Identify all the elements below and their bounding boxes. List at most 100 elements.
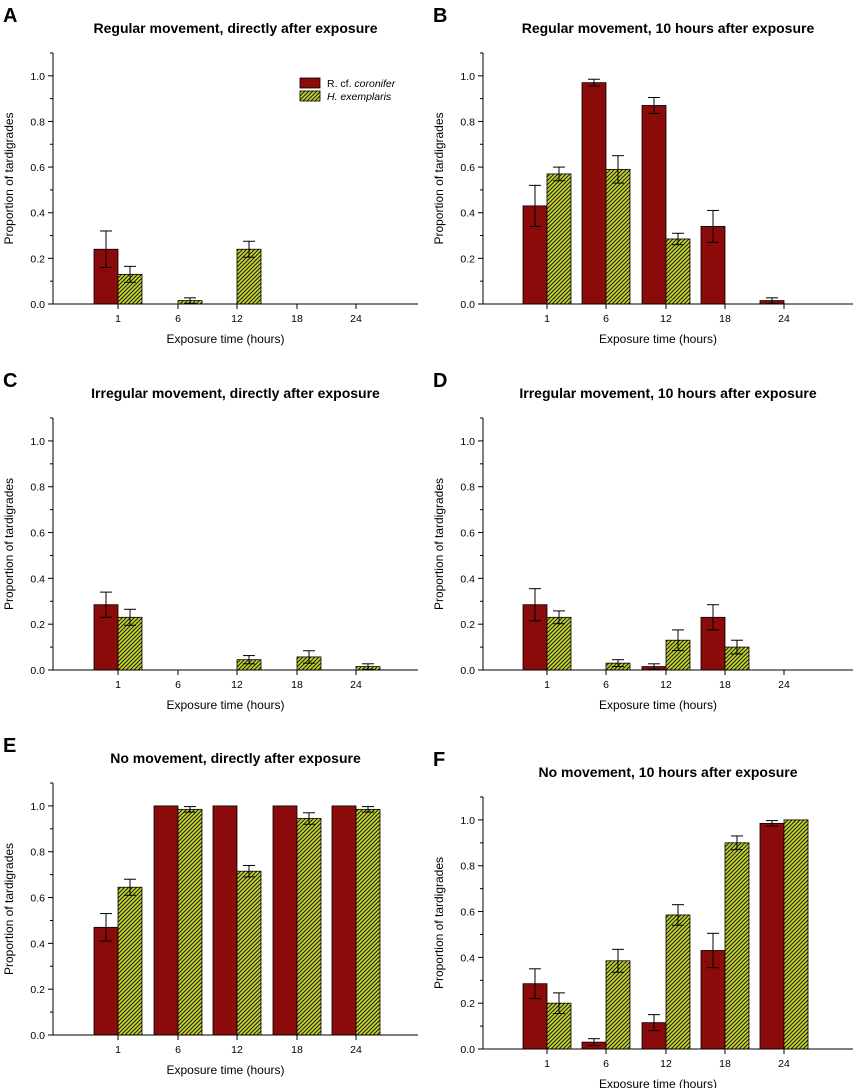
x-axis-label: Exposure time (hours) (166, 1063, 284, 1077)
y-tick-label: 0.6 (30, 893, 45, 905)
y-tick-label: 1.0 (460, 71, 475, 83)
y-tick-label: 0.6 (460, 162, 475, 174)
x-tick-label: 24 (778, 313, 790, 325)
y-tick-label: 0.0 (30, 299, 45, 311)
y-tick-label: 0.2 (460, 998, 475, 1010)
y-axis-label: Proportion of tardigrades (2, 112, 16, 244)
y-tick-label: 0.8 (30, 116, 45, 128)
bar-h-exemplaris-18 (724, 842, 750, 1050)
bar-h-exemplaris-6 (605, 168, 631, 305)
y-tick-label: 0.6 (30, 528, 45, 540)
panel-title: Regular movement, directly after exposur… (94, 20, 378, 36)
panel-a: A Regular movement, directly after exposu… (2, 5, 418, 346)
panel-letter: A (3, 5, 17, 27)
panel-d: D Irregular movement, 10 hours after expo… (432, 370, 853, 712)
bar-h-exemplaris-1 (117, 886, 143, 1036)
panel-letter: E (3, 735, 16, 757)
x-axis-label: Exposure time (hours) (166, 698, 284, 712)
y-tick-label: 0.6 (460, 528, 475, 540)
legend-prefix: R. cf. (327, 78, 354, 90)
x-tick-label: 24 (778, 1058, 790, 1070)
y-tick-label: 0.2 (460, 253, 475, 265)
y-tick-label: 0.2 (460, 619, 475, 631)
y-axis-label: Proportion of tardigrades (432, 857, 446, 989)
y-tick-label: 0.2 (30, 984, 45, 996)
panel-title: No movement, directly after exposure (110, 750, 361, 766)
legend-swatch-h-exemplaris (299, 90, 321, 102)
legend-label-h-exemplaris: H. exemplaris (327, 91, 392, 103)
x-tick-label: 18 (719, 313, 731, 325)
x-tick-label: 1 (544, 679, 550, 691)
x-tick-label: 24 (350, 1044, 362, 1056)
y-axis-label: Proportion of tardigrades (2, 843, 16, 975)
x-tick-label: 12 (660, 1058, 672, 1070)
x-tick-label: 24 (778, 679, 790, 691)
bar-r-coronifer-18 (700, 616, 726, 671)
y-axis-label: Proportion of tardigrades (2, 478, 16, 610)
panel-title: No movement, 10 hours after exposure (538, 764, 797, 780)
panel-e: E No movement, directly after exposure 0.0… (2, 735, 418, 1077)
x-tick-label: 18 (719, 679, 731, 691)
x-tick-label: 6 (175, 679, 181, 691)
bar-h-exemplaris-12 (665, 914, 691, 1050)
bar-r-coronifer-24 (759, 822, 785, 1050)
x-axis-label: Exposure time (hours) (599, 332, 717, 346)
y-axis-label: Proportion of tardigrades (432, 478, 446, 610)
x-tick-label: 24 (350, 679, 362, 691)
y-tick-label: 0.2 (30, 619, 45, 631)
y-tick-label: 1.0 (460, 815, 475, 827)
y-tick-label: 1.0 (30, 801, 45, 813)
panels: A Regular movement, directly after exposu… (2, 5, 853, 1088)
y-tick-label: 0.8 (460, 861, 475, 873)
panel-b: B Regular movement, 10 hours after exposu… (432, 5, 853, 346)
y-tick-label: 0.2 (30, 253, 45, 265)
bar-h-exemplaris-24 (355, 808, 381, 1036)
panel-letter: C (3, 370, 17, 392)
y-tick-label: 0.6 (30, 162, 45, 174)
y-tick-label: 0.4 (30, 573, 45, 585)
panel-letter: D (433, 370, 447, 392)
x-tick-label: 18 (291, 679, 303, 691)
y-tick-label: 1.0 (30, 436, 45, 448)
y-tick-label: 0.8 (30, 847, 45, 859)
bar-h-exemplaris-1 (117, 616, 143, 671)
x-tick-label: 1 (544, 1058, 550, 1070)
panel-title: Irregular movement, 10 hours after expos… (519, 385, 816, 401)
bar-h-exemplaris-12 (236, 870, 262, 1036)
x-tick-label: 1 (115, 313, 121, 325)
x-tick-label: 1 (115, 679, 121, 691)
x-tick-label: 12 (231, 1044, 243, 1056)
x-tick-label: 6 (603, 1058, 609, 1070)
y-tick-label: 1.0 (460, 436, 475, 448)
y-axis-label: Proportion of tardigrades (432, 112, 446, 244)
x-axis-label: Exposure time (hours) (166, 332, 284, 346)
y-tick-label: 0.8 (30, 482, 45, 494)
x-tick-label: 18 (719, 1058, 731, 1070)
panel-title: Regular movement, 10 hours after exposur… (522, 20, 815, 36)
y-tick-label: 0.0 (30, 1030, 45, 1042)
x-tick-label: 24 (350, 313, 362, 325)
y-tick-label: 0.4 (30, 938, 45, 950)
bar-h-exemplaris-6 (177, 808, 203, 1036)
panel-f: F No movement, 10 hours after exposure 0.0… (432, 749, 853, 1088)
panel-title: Irregular movement, directly after expos… (91, 385, 380, 401)
bar-h-exemplaris-12 (665, 238, 691, 305)
bar-r-coronifer-6 (581, 82, 607, 305)
panel-letter: B (433, 5, 447, 27)
bar-r-coronifer-18 (272, 805, 298, 1036)
y-tick-label: 0.8 (460, 482, 475, 494)
y-tick-label: 0.4 (30, 208, 45, 220)
panel-c: C Irregular movement, directly after expo… (2, 370, 418, 712)
x-axis-label: Exposure time (hours) (599, 698, 717, 712)
bar-h-exemplaris-24 (783, 819, 809, 1050)
bar-h-exemplaris-1 (546, 173, 572, 305)
x-tick-label: 18 (291, 1044, 303, 1056)
panel-letter: F (433, 749, 445, 771)
y-tick-label: 0.0 (460, 299, 475, 311)
y-tick-label: 0.0 (460, 665, 475, 677)
x-tick-label: 6 (603, 679, 609, 691)
bar-r-coronifer-12 (212, 805, 238, 1036)
bar-r-coronifer-24 (331, 805, 357, 1036)
